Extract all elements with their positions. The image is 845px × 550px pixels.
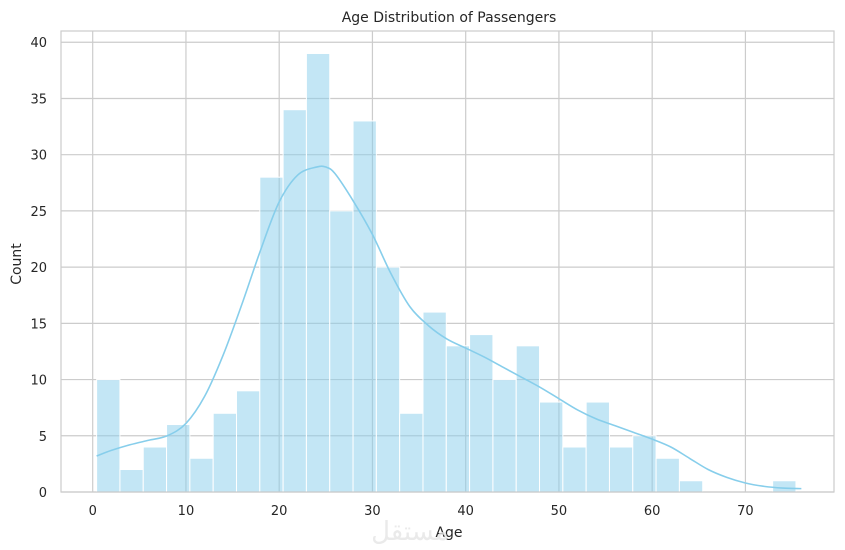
histogram-bar <box>189 457 214 493</box>
histogram-bar <box>492 379 517 493</box>
histogram-bar <box>375 266 401 493</box>
histogram-bar <box>608 446 634 493</box>
y-tick-label: 15 <box>30 317 47 332</box>
y-tick-label: 40 <box>30 36 47 51</box>
plot-frame <box>60 30 835 493</box>
x-axis-ticks: 0 10 20 30 40 50 60 70 <box>89 504 754 519</box>
kde-curve <box>96 165 802 490</box>
y-tick-label: 30 <box>30 149 47 164</box>
histogram-bars <box>96 52 797 493</box>
x-tick-label: 20 <box>271 504 288 519</box>
y-tick-label: 10 <box>30 374 47 389</box>
histogram-bar <box>655 457 680 493</box>
histogram-bar <box>305 52 331 493</box>
histogram-bar <box>539 401 564 493</box>
y-axis-ticks: 0 5 10 15 20 25 30 35 40 <box>30 36 47 501</box>
histogram-bar <box>329 210 354 493</box>
histogram-bar <box>352 120 377 493</box>
x-tick-label: 50 <box>551 504 568 519</box>
x-tick-label: 10 <box>178 504 195 519</box>
histogram-bar <box>399 412 424 493</box>
chart-title: Age Distribution of Passengers <box>342 10 557 26</box>
histogram-bar <box>96 379 121 493</box>
histogram-bar <box>212 412 237 493</box>
histogram-bar <box>772 480 797 493</box>
x-tick-label: 30 <box>364 504 381 519</box>
histogram-bar <box>259 176 284 493</box>
y-axis-label: Count <box>9 243 25 285</box>
x-tick-label: 0 <box>89 504 97 519</box>
y-tick-label: 25 <box>30 205 47 220</box>
histogram-bar <box>142 446 168 493</box>
watermark-logo: مستقل <box>371 517 449 547</box>
y-tick-label: 0 <box>39 486 47 501</box>
histogram-bar <box>632 435 657 493</box>
histogram-bar <box>678 480 704 493</box>
histogram-bar <box>235 390 261 493</box>
histogram-bar <box>469 334 494 493</box>
histogram-bar <box>515 345 541 493</box>
histogram-bar <box>445 345 471 493</box>
histogram-bar <box>119 469 144 493</box>
y-tick-label: 35 <box>30 92 47 107</box>
histogram-bar <box>282 109 307 493</box>
x-tick-label: 60 <box>644 504 661 519</box>
grid-lines <box>61 31 834 493</box>
x-axis-label: Age <box>435 525 462 541</box>
x-tick-label: 40 <box>457 504 474 519</box>
y-tick-label: 5 <box>39 430 47 445</box>
histogram-bar <box>422 311 447 493</box>
y-tick-label: 20 <box>30 261 47 276</box>
x-tick-label: 70 <box>737 504 754 519</box>
histogram-bar <box>562 446 587 493</box>
